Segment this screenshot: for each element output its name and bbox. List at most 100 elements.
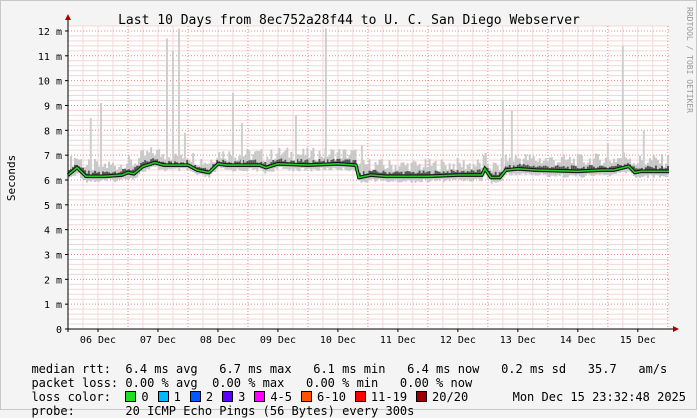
loss-color-value: 20/20 — [432, 390, 469, 404]
smoke-column — [604, 157, 607, 175]
smoke-column — [108, 161, 111, 179]
smoke-column — [532, 156, 535, 175]
probe-value: 20 ICMP Echo Pings (56 Bytes) every 300s — [125, 404, 415, 418]
timestamp: Mon Dec 15 23:32:48 2025 — [512, 390, 686, 404]
loss-color-label: loss color: — [31, 390, 111, 404]
median-rtt-row: median rtt: 6.4 ms avg 6.7 ms max 6.1 ms… — [17, 348, 667, 376]
loss-color-swatch — [254, 391, 266, 402]
smoke-column — [430, 166, 433, 181]
probe-row: probe: 20 ICMP Echo Pings (56 Bytes) eve… — [17, 390, 414, 418]
x-tick-label: 15 Dec — [620, 335, 656, 346]
chart-title: Last 10 Days from 8ec752a28f44 to U. C. … — [118, 13, 580, 28]
smoke-column — [158, 149, 161, 170]
loss-color-value: 1 — [173, 390, 181, 404]
smoke-column — [456, 157, 459, 179]
smoke-core — [588, 165, 591, 173]
loss-color-item: 4-5 — [254, 390, 292, 404]
smoke-core — [88, 170, 91, 179]
smoke-column — [378, 159, 381, 179]
smoke-column — [174, 153, 177, 169]
smoke-column — [352, 150, 355, 170]
smoke-column — [578, 154, 581, 177]
smoke-core — [572, 165, 575, 174]
loss-color-item: 6-10 — [301, 390, 346, 404]
smoke-column — [562, 154, 565, 178]
median-line-layer — [66, 160, 669, 180]
loss-color-value: 2 — [205, 390, 214, 404]
y-axis-label: Seconds — [5, 155, 18, 201]
smoke-column — [500, 157, 503, 181]
y-tick-label: 9 m — [44, 101, 62, 112]
y-tick-label: 10 m — [38, 77, 62, 88]
smoke-core — [374, 169, 377, 178]
smoke-column — [266, 156, 269, 172]
smoke-column — [284, 150, 287, 169]
rrdtool-credit: RRDTOOL / TOBI OETIKER — [685, 7, 694, 113]
y-tick-label: 2 m — [44, 275, 62, 286]
smoke-column — [310, 150, 313, 172]
smoke-column — [330, 149, 333, 171]
y-axis-arrow — [65, 14, 71, 20]
smoke-core — [422, 170, 425, 179]
smoke-column — [150, 147, 153, 168]
smoke-column — [342, 149, 345, 168]
smoke-core — [418, 170, 421, 179]
smoke-column — [104, 163, 107, 181]
smoke-column — [142, 149, 145, 172]
spike-bar — [231, 93, 234, 166]
smoke-column — [402, 162, 405, 182]
smoke-column — [428, 159, 431, 182]
smoke-column — [380, 159, 383, 181]
median-line — [67, 161, 669, 179]
probe-label: probe: — [31, 404, 75, 418]
median-rtt-values: 6.4 ms avg 6.7 ms max 6.1 ms min 6.4 ms … — [125, 362, 668, 376]
y-tick-label: 3 m — [44, 250, 62, 261]
x-tick-label: 08 Dec — [200, 335, 236, 346]
smoke-column — [176, 155, 179, 169]
loss-color-value: 0 — [141, 390, 149, 404]
smoke-column — [200, 159, 203, 175]
smoke-core — [300, 159, 303, 167]
spike-bar — [642, 130, 645, 172]
smoke-column — [306, 147, 309, 170]
smoke-column — [148, 152, 151, 170]
y-tick-label: 8 m — [44, 126, 62, 137]
smoke-column — [580, 155, 583, 178]
loss-color-swatch — [301, 391, 313, 402]
smoke-column — [560, 156, 563, 174]
spike-bar — [183, 132, 186, 166]
smoke-column — [70, 156, 73, 177]
spike-bar — [171, 50, 174, 166]
loss-color-item: 11-19 — [354, 390, 407, 404]
packet-loss-values: 0.00 % avg 0.00 % max 0.00 % min 0.00 % … — [125, 376, 473, 390]
smoke-column — [528, 154, 531, 175]
spike-bar — [165, 38, 168, 166]
smoke-column — [496, 165, 499, 183]
y-tick-label: 11 m — [38, 52, 62, 63]
smoke-column — [514, 155, 517, 176]
smoke-column — [94, 158, 97, 183]
smoke-column — [332, 149, 335, 168]
smoke-column — [230, 155, 233, 170]
spike-bar — [621, 45, 624, 168]
x-tick-label: 09 Dec — [260, 335, 296, 346]
smoke-column — [278, 147, 281, 168]
smoke-column — [476, 159, 479, 179]
smoke-column — [424, 159, 427, 180]
smoke-column — [256, 150, 259, 172]
x-tick-label: 07 Dec — [140, 335, 176, 346]
loss-color-swatch — [416, 391, 428, 402]
y-tick-label: 0 — [56, 325, 62, 336]
smoke-column — [180, 154, 183, 169]
smoke-column — [162, 154, 165, 170]
smoke-column — [648, 158, 651, 175]
smoke-column — [140, 150, 143, 172]
loss-color-row: loss color: 0 1 2 3 4-5 6-10 11-19 20/20 — [17, 376, 477, 404]
y-tick-label: 4 m — [44, 226, 62, 237]
smoke-column — [258, 151, 261, 169]
smoke-column — [412, 160, 415, 181]
smoke-column — [448, 163, 451, 182]
x-tick-label: 12 Dec — [440, 335, 476, 346]
smoke-column — [192, 153, 195, 173]
smoke-column — [146, 150, 149, 170]
